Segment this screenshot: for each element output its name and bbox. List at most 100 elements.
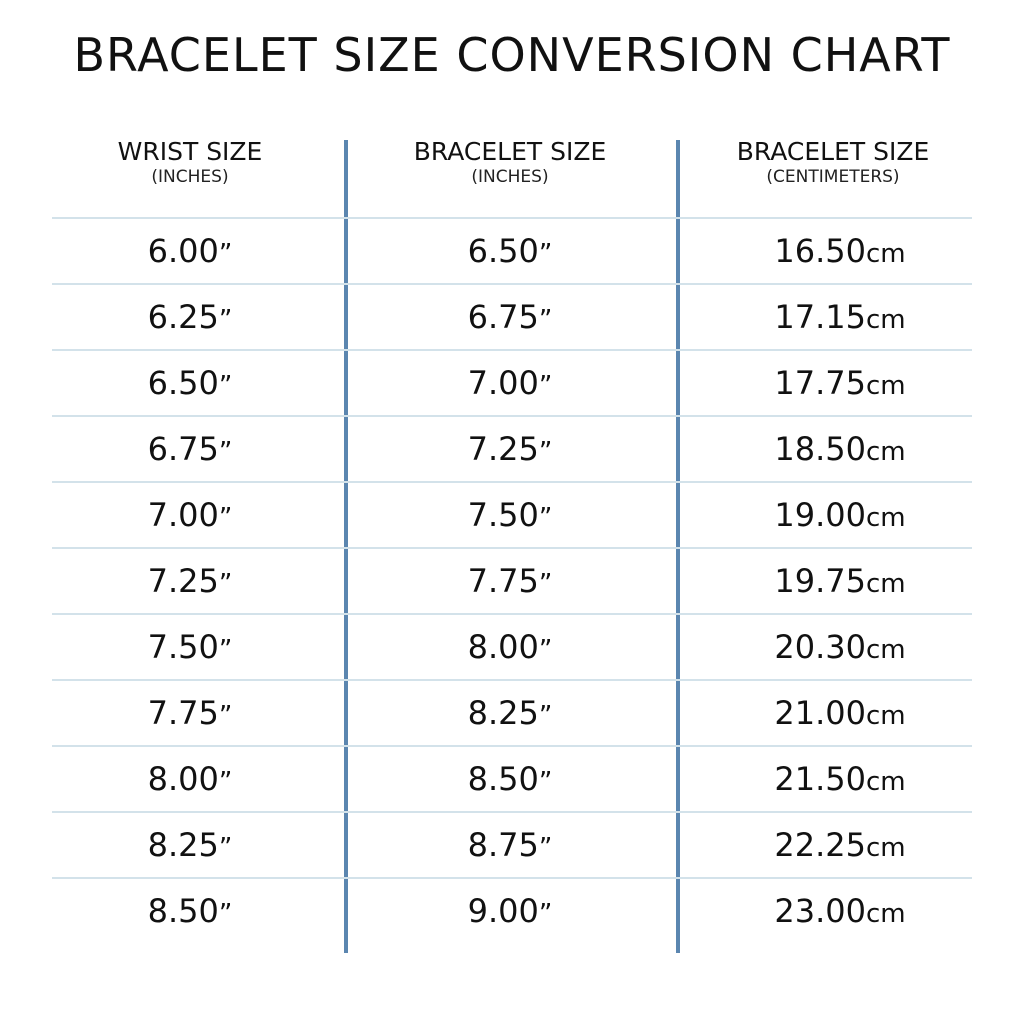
column-header-unit: (INCHES) bbox=[471, 167, 549, 187]
table-cell: 7.25” bbox=[25, 548, 355, 617]
table-cell: 19.00cm bbox=[675, 482, 1005, 551]
cell-unit: cm bbox=[865, 833, 906, 863]
cell-value: 8.00 bbox=[147, 760, 219, 798]
table-cell: 8.00” bbox=[25, 746, 355, 815]
cell-unit: ” bbox=[538, 569, 553, 599]
table-cell: 9.00” bbox=[345, 878, 675, 947]
cell-unit: ” bbox=[538, 833, 553, 863]
cell-unit: ” bbox=[538, 899, 553, 929]
cell-value: 21.50 bbox=[774, 760, 866, 798]
cell-unit: cm bbox=[865, 569, 906, 599]
row-divider bbox=[52, 745, 972, 747]
cell-value: 6.50 bbox=[147, 364, 219, 402]
cell-unit: cm bbox=[865, 503, 906, 533]
table-cell: 8.75” bbox=[345, 812, 675, 881]
cell-value: 6.75 bbox=[147, 430, 219, 468]
cell-unit: ” bbox=[538, 305, 553, 335]
cell-unit: ” bbox=[218, 437, 233, 467]
cell-unit: ” bbox=[218, 767, 233, 797]
cell-unit: cm bbox=[865, 437, 906, 467]
cell-unit: cm bbox=[865, 899, 906, 929]
cell-value: 6.50 bbox=[467, 232, 539, 270]
row-divider bbox=[52, 811, 972, 813]
table-cell: 8.00” bbox=[345, 614, 675, 683]
table-cell: 7.50” bbox=[345, 482, 675, 551]
cell-value: 6.75 bbox=[467, 298, 539, 336]
cell-unit: ” bbox=[218, 701, 233, 731]
column-header-unit: (CENTIMETERS) bbox=[766, 167, 900, 187]
cell-value: 8.75 bbox=[467, 826, 539, 864]
table-cell: 8.25” bbox=[345, 680, 675, 749]
cell-unit: ” bbox=[538, 437, 553, 467]
table-cell: 7.50” bbox=[25, 614, 355, 683]
row-divider bbox=[52, 415, 972, 417]
cell-unit: ” bbox=[538, 239, 553, 269]
column-header-unit: (INCHES) bbox=[151, 167, 229, 187]
cell-value: 16.50 bbox=[774, 232, 866, 270]
row-divider bbox=[52, 283, 972, 285]
cell-value: 8.25 bbox=[147, 826, 219, 864]
cell-unit: ” bbox=[218, 569, 233, 599]
table-cell: 7.00” bbox=[25, 482, 355, 551]
column-header-label: BRACELET SIZE bbox=[736, 137, 930, 166]
table-cell: 21.00cm bbox=[675, 680, 1005, 749]
cell-unit: cm bbox=[865, 371, 906, 401]
table-cell: 19.75cm bbox=[675, 548, 1005, 617]
table-cell: 8.50” bbox=[25, 878, 355, 947]
table-cell: 16.50cm bbox=[675, 218, 1005, 287]
table-cell: 7.25” bbox=[345, 416, 675, 485]
cell-unit: ” bbox=[218, 239, 233, 269]
table-cell: 6.50” bbox=[345, 218, 675, 287]
row-divider bbox=[52, 679, 972, 681]
column-header-label: BRACELET SIZE bbox=[413, 137, 607, 166]
cell-value: 21.00 bbox=[774, 694, 866, 732]
table-cell: 17.15cm bbox=[675, 284, 1005, 353]
cell-value: 7.50 bbox=[147, 628, 219, 666]
cell-value: 23.00 bbox=[774, 892, 866, 930]
cell-value: 8.50 bbox=[467, 760, 539, 798]
cell-value: 9.00 bbox=[467, 892, 539, 930]
cell-value: 20.30 bbox=[774, 628, 866, 666]
cell-unit: ” bbox=[538, 371, 553, 401]
cell-value: 8.00 bbox=[467, 628, 539, 666]
table-cell: 7.00” bbox=[345, 350, 675, 419]
row-divider bbox=[52, 481, 972, 483]
column-header-bracelet-inches: BRACELET SIZE (INCHES) bbox=[345, 138, 675, 188]
table-cell: 17.75cm bbox=[675, 350, 1005, 419]
table-cell: 6.50” bbox=[25, 350, 355, 419]
cell-unit: ” bbox=[218, 503, 233, 533]
cell-unit: ” bbox=[538, 635, 553, 665]
cell-unit: ” bbox=[538, 701, 553, 731]
cell-value: 19.75 bbox=[774, 562, 866, 600]
column-header-label: WRIST SIZE bbox=[117, 137, 263, 166]
cell-value: 7.50 bbox=[467, 496, 539, 534]
cell-unit: cm bbox=[865, 701, 906, 731]
table-cell: 7.75” bbox=[345, 548, 675, 617]
cell-value: 8.25 bbox=[467, 694, 539, 732]
table-cell: 8.25” bbox=[25, 812, 355, 881]
cell-unit: cm bbox=[865, 767, 906, 797]
cell-value: 6.25 bbox=[147, 298, 219, 336]
cell-unit: cm bbox=[865, 305, 906, 335]
row-divider bbox=[52, 877, 972, 879]
cell-value: 7.00 bbox=[147, 496, 219, 534]
table-cell: 6.25” bbox=[25, 284, 355, 353]
cell-value: 17.15 bbox=[774, 298, 866, 336]
cell-value: 22.25 bbox=[774, 826, 866, 864]
row-divider bbox=[52, 217, 972, 219]
cell-value: 7.75 bbox=[467, 562, 539, 600]
table-cell: 8.50” bbox=[345, 746, 675, 815]
cell-value: 7.00 bbox=[467, 364, 539, 402]
cell-value: 7.25 bbox=[147, 562, 219, 600]
cell-value: 7.25 bbox=[467, 430, 539, 468]
cell-unit: ” bbox=[218, 833, 233, 863]
cell-unit: ” bbox=[218, 635, 233, 665]
column-divider bbox=[676, 140, 680, 953]
table-cell: 6.75” bbox=[345, 284, 675, 353]
column-header-wrist: WRIST SIZE (INCHES) bbox=[25, 138, 355, 188]
row-divider bbox=[52, 613, 972, 615]
table-cell: 6.00” bbox=[25, 218, 355, 287]
row-divider bbox=[52, 349, 972, 351]
cell-unit: cm bbox=[865, 635, 906, 665]
